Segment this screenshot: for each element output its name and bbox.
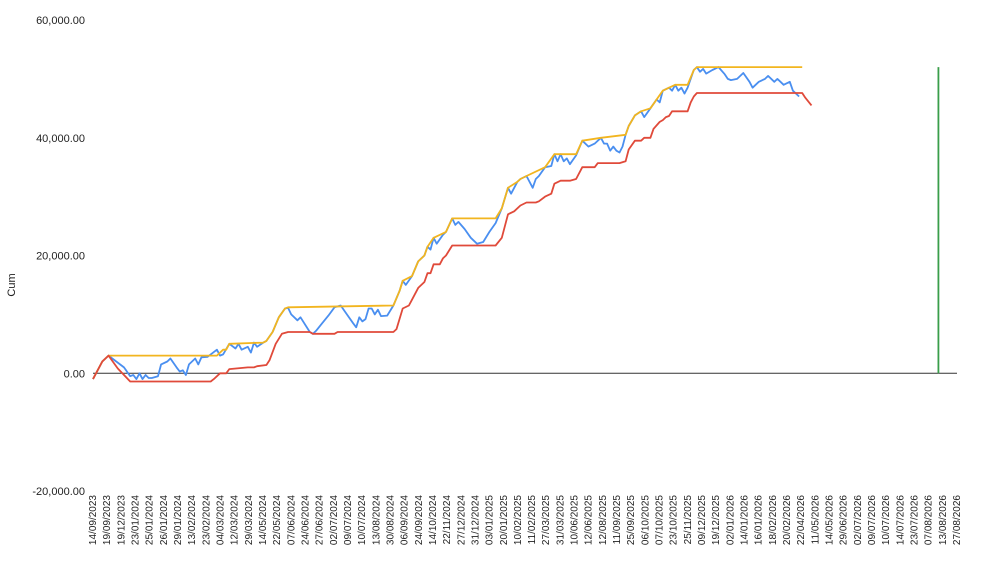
x-tick-label: 19/09/2023 [102, 495, 113, 545]
x-tick-label: 22/04/2026 [796, 495, 807, 545]
x-tick-label: 02/01/2026 [725, 495, 736, 545]
x-tick-label: 04/03/2024 [216, 495, 227, 545]
x-tick-label: 25/01/2024 [145, 495, 156, 545]
x-tick-label: 03/01/2025 [485, 495, 496, 545]
x-tick-label: 29/03/2024 [244, 495, 255, 545]
x-tick-label: 10/07/2024 [357, 495, 368, 545]
x-tick-label: 29/06/2026 [839, 495, 850, 545]
y-tick-label: 60,000.00 [36, 15, 85, 27]
x-tick-label: 23/02/2024 [201, 495, 212, 545]
x-tick-label: 23/01/2024 [131, 495, 142, 545]
x-tick-label: 31/12/2024 [470, 495, 481, 545]
x-tick-label: 24/06/2024 [301, 495, 312, 545]
x-tick-label: 27/12/2024 [456, 495, 467, 545]
x-tick-label: 25/11/2025 [683, 495, 694, 545]
x-tick-label: 10/06/2025 [570, 495, 581, 545]
x-tick-label: 11/09/2025 [612, 495, 623, 545]
x-tick-label: 13/08/2024 [371, 495, 382, 545]
x-tick-label: 02/07/2026 [853, 495, 864, 545]
x-tick-label: 06/10/2025 [640, 495, 651, 545]
x-tick-label: 22/05/2024 [272, 495, 283, 545]
y-tick-label: -20,000.00 [32, 486, 85, 498]
x-tick-label: 24/09/2024 [414, 495, 425, 545]
x-tick-label: 22/11/2024 [442, 495, 453, 545]
x-tick-label: 14/09/2023 [88, 495, 99, 545]
x-tick-label: 13/08/2026 [938, 495, 949, 545]
x-tick-label: 14/10/2024 [428, 495, 439, 545]
x-tick-label: 10/02/2025 [513, 495, 524, 545]
y-axis-label: Cum [6, 273, 18, 296]
x-tick-label: 12/06/2025 [584, 495, 595, 545]
x-tick-label: 06/09/2024 [400, 495, 411, 545]
x-axis: 14/09/2023 19/09/2023 19/12/2023 23/01/2024… [88, 495, 963, 545]
x-tick-label: 27/06/2024 [315, 495, 326, 545]
x-tick-label: 14/05/2024 [258, 495, 269, 545]
x-tick-label: 07/08/2026 [924, 495, 935, 545]
x-tick-label: 09/07/2024 [343, 495, 354, 545]
series-line-3 [92, 92, 813, 383]
x-tick-label: 16/01/2026 [754, 495, 765, 545]
x-tick-label: 11/05/2026 [810, 495, 821, 545]
x-tick-label: 13/02/2024 [187, 495, 198, 545]
x-tick-label: 14/07/2026 [895, 495, 906, 545]
x-tick-label: 09/07/2026 [867, 495, 878, 545]
x-tick-label: 19/12/2025 [711, 495, 722, 545]
x-tick-label: 27/08/2026 [952, 495, 963, 545]
x-tick-label: 23/10/2025 [669, 495, 680, 545]
series-line-1 [92, 66, 800, 381]
x-tick-label: 11/02/2025 [527, 495, 538, 545]
x-tick-label: 30/08/2024 [385, 495, 396, 545]
x-tick-label: 27/03/2025 [541, 495, 552, 545]
series-line-2 [92, 66, 803, 380]
x-tick-label: 31/03/2025 [555, 495, 566, 545]
x-tick-label: 29/01/2024 [173, 495, 184, 545]
y-tick-label: 40,000.00 [36, 133, 85, 145]
series-lines [92, 66, 813, 383]
x-tick-label: 14/01/2026 [740, 495, 751, 545]
x-tick-label: 23/07/2026 [910, 495, 921, 545]
x-tick-label: 12/08/2025 [598, 495, 609, 545]
x-tick-label: 14/05/2026 [825, 495, 836, 545]
x-tick-label: 18/02/2026 [768, 495, 779, 545]
x-tick-label: 20/01/2025 [499, 495, 510, 545]
x-tick-label: 07/06/2024 [286, 495, 297, 545]
x-tick-label: 25/09/2025 [626, 495, 637, 545]
x-tick-label: 19/12/2023 [116, 495, 127, 545]
x-tick-label: 10/07/2026 [881, 495, 892, 545]
x-tick-label: 02/07/2024 [329, 495, 340, 545]
x-tick-label: 09/12/2025 [697, 495, 708, 545]
x-tick-label: 07/10/2025 [655, 495, 666, 545]
x-tick-label: 12/03/2024 [230, 495, 241, 545]
y-tick-label: 0.00 [64, 368, 85, 380]
x-tick-label: 20/02/2026 [782, 495, 793, 545]
y-axis: 60,000.00 40,000.00 20,000.00 0.00 -20,000.0… [32, 15, 957, 498]
x-tick-label: 26/01/2024 [159, 495, 170, 545]
y-tick-label: 20,000.00 [36, 251, 85, 263]
